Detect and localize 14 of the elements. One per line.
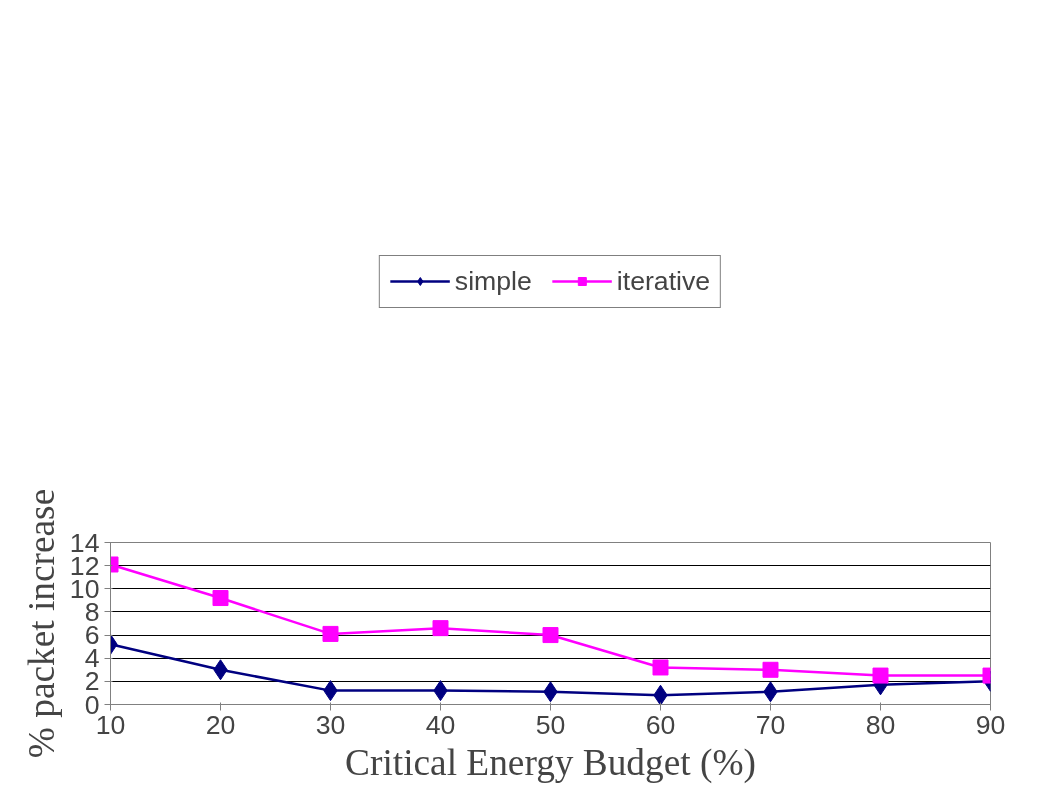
x-tick-label: 20 <box>205 709 236 740</box>
x-tick-label: 40 <box>425 709 456 740</box>
x-tick-label: 80 <box>865 709 896 740</box>
x-tick-label: 30 <box>315 709 346 740</box>
y-tick-label: 2 <box>84 666 100 697</box>
x-tick-label: 90 <box>975 709 1006 740</box>
x-tick-label: 60 <box>645 709 676 740</box>
x-tick-label: 70 <box>755 709 786 740</box>
y-axis-title: % packet increase <box>20 488 62 759</box>
x-tick-label: 50 <box>535 709 566 740</box>
x-axis-title: Critical Energy Budget (%) <box>345 741 756 784</box>
legend-label: iterative <box>616 265 711 297</box>
y-tick-label: 14 <box>69 527 100 558</box>
legend-label: simple <box>454 265 532 297</box>
